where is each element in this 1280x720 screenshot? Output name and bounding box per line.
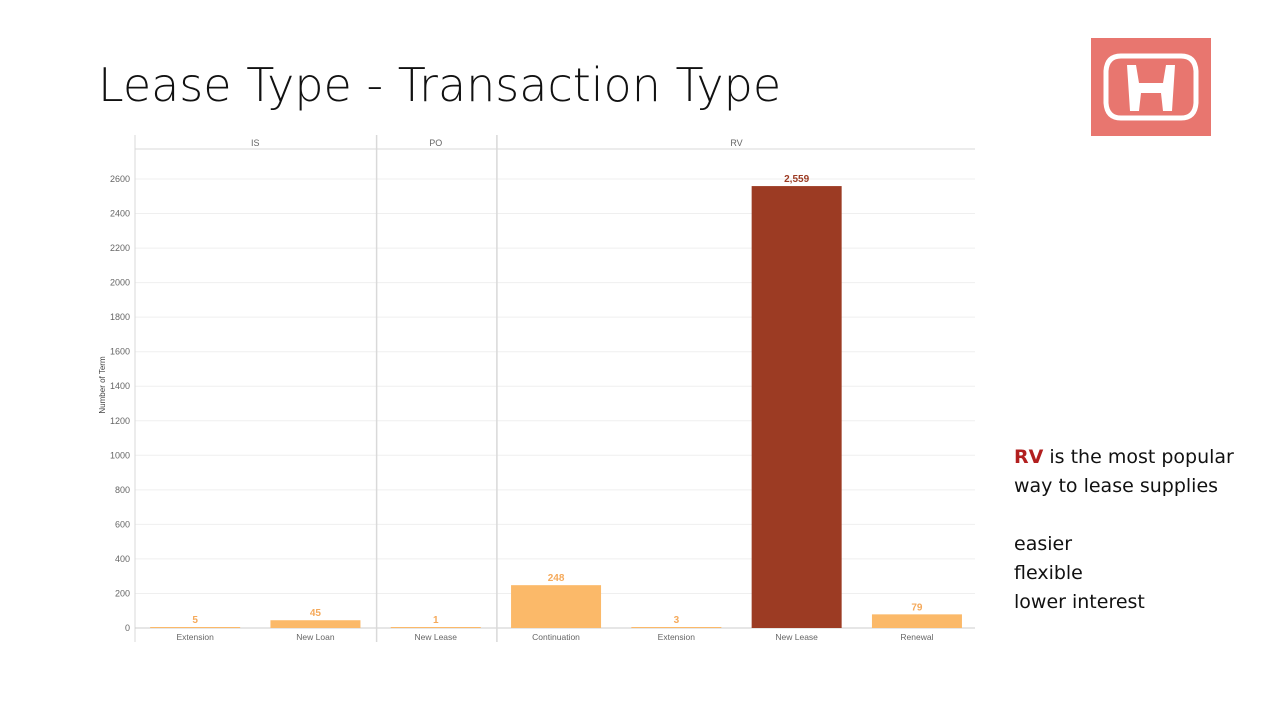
y-tick-label: 0 — [125, 623, 130, 633]
panel-header: RV — [730, 138, 742, 148]
x-tick-label: New Loan — [296, 632, 335, 642]
y-tick-label: 1000 — [110, 450, 130, 460]
callout-text: RV is the most popular way to lease supp… — [1014, 443, 1274, 617]
callout-highlight: RV — [1014, 446, 1044, 468]
y-tick-label: 200 — [115, 588, 130, 598]
benefit-item: flexible — [1014, 562, 1083, 584]
y-tick-label: 2000 — [110, 278, 130, 288]
x-tick-label: New Lease — [414, 632, 457, 642]
y-tick-label: 1400 — [110, 381, 130, 391]
x-tick-label: Renewal — [900, 632, 933, 642]
data-label: 248 — [548, 573, 565, 584]
panel-header: PO — [429, 138, 442, 148]
y-axis-title: Number of Term — [98, 356, 107, 414]
callout-line-1: RV is the most popular — [1014, 443, 1274, 472]
y-tick-label: 600 — [115, 519, 130, 529]
bar — [871, 614, 962, 628]
benefit-item: easier — [1014, 533, 1073, 555]
y-tick-label: 800 — [115, 485, 130, 495]
data-label: 3 — [674, 615, 680, 626]
bar — [390, 627, 481, 628]
data-label: 2,559 — [784, 174, 809, 185]
callout-line-2: way to lease supplies — [1014, 475, 1219, 497]
panel-header: IS — [251, 138, 260, 148]
x-tick-label: Extension — [176, 632, 214, 642]
bar — [631, 627, 722, 628]
data-label: 1 — [433, 615, 439, 626]
y-tick-label: 2200 — [110, 243, 130, 253]
y-tick-label: 400 — [115, 554, 130, 564]
slide-title: Lease Type - Transaction Type — [98, 58, 782, 112]
callout-line-1-rest: is the most popular — [1043, 446, 1234, 468]
bar — [270, 620, 361, 628]
y-tick-label: 1200 — [110, 416, 130, 426]
benefit-item: lower interest — [1014, 591, 1145, 613]
y-tick-label: 1600 — [110, 347, 130, 357]
honda-logo-icon — [1091, 38, 1211, 136]
bar — [150, 627, 241, 628]
data-label: 5 — [192, 615, 198, 626]
y-tick-label: 2400 — [110, 209, 130, 219]
data-label: 45 — [310, 608, 322, 619]
bar — [511, 585, 602, 628]
bar — [751, 186, 842, 628]
x-tick-label: Extension — [658, 632, 696, 642]
x-tick-label: Continuation — [532, 632, 580, 642]
y-tick-label: 2600 — [110, 174, 130, 184]
x-tick-label: New Lease — [775, 632, 818, 642]
data-label: 79 — [911, 602, 923, 613]
y-tick-label: 1800 — [110, 312, 130, 322]
